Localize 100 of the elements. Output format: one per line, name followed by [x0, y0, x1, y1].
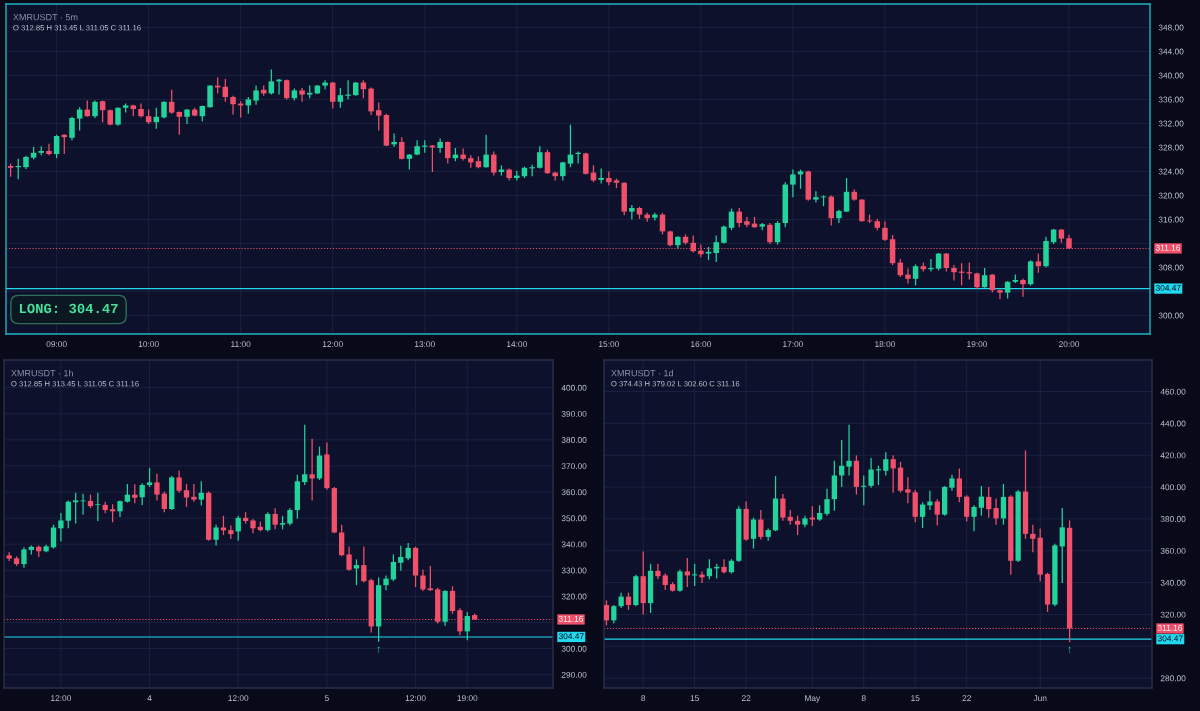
candlestick: [978, 485, 985, 517]
candlestick: [73, 492, 79, 525]
candlestick: [809, 505, 815, 527]
candlestick: [859, 198, 865, 223]
candlestick: [713, 234, 719, 263]
candlestick: [934, 498, 940, 527]
candlestick: [76, 106, 83, 132]
candlestick: [951, 264, 957, 282]
y-tick-label: 330.00: [561, 567, 587, 574]
candlestick: [890, 454, 896, 494]
y-tick-label: 336.00: [1158, 96, 1184, 103]
text: XMRUSDT · 1d: [611, 369, 673, 377]
candlestick: [265, 511, 271, 533]
x-tick-label: 16:00: [691, 341, 711, 348]
annotation: LONG: 304.47: [19, 303, 118, 314]
candlestick: [919, 501, 926, 529]
candlestick: [115, 106, 121, 127]
candlestick: [299, 87, 305, 103]
candlestick: [361, 545, 367, 584]
candlestick: [390, 553, 397, 582]
x-tick-label: 8: [861, 695, 866, 702]
candlestick: [427, 565, 433, 592]
candlestick: [927, 490, 933, 511]
candlestick: [437, 137, 443, 154]
candlestick: [956, 467, 962, 503]
candlestick: [198, 480, 204, 507]
candlestick: [883, 451, 889, 477]
candlestick: [268, 68, 275, 96]
candlestick: [445, 140, 451, 165]
candlestick: [964, 494, 970, 523]
x-tick-label: 12:00: [405, 695, 426, 702]
candlestick: [868, 457, 874, 489]
candlestick: [58, 512, 64, 543]
y-tick-label: 390.00: [561, 410, 587, 417]
candlestick: [1030, 524, 1036, 553]
candlestick: [213, 524, 219, 547]
candlestick: [21, 546, 27, 569]
ref-line-label: 304.47: [1155, 284, 1181, 291]
candlestick: [346, 545, 352, 572]
y-tick-label: 332.00: [1158, 120, 1184, 127]
candlestick: [905, 476, 911, 504]
candlestick: [53, 134, 60, 159]
x-tick-label: May: [805, 695, 821, 703]
candlestick: [176, 469, 182, 494]
y-tick-label: 420.00: [1160, 452, 1186, 459]
candlestick: [95, 492, 101, 522]
y-tick-label: 350.00: [561, 515, 587, 522]
candlestick: [736, 207, 742, 228]
candlestick: [235, 515, 241, 542]
candlestick: [767, 222, 773, 245]
y-tick-label: 320.00: [1158, 192, 1184, 199]
candlestick: [50, 524, 57, 550]
y-tick-label: 300.00: [1158, 312, 1184, 319]
x-tick-label: 15: [690, 695, 699, 702]
ref-line-label: 304.47: [558, 633, 584, 640]
x-tick-label: Jun: [1033, 695, 1047, 702]
candlestick: [846, 424, 852, 477]
candlestick: [176, 110, 183, 136]
candlestick: [69, 116, 75, 141]
candlestick: [993, 497, 999, 526]
candlestick: [309, 438, 315, 502]
candlestick: [337, 87, 344, 109]
candlestick: [758, 509, 764, 541]
y-tick-label: 320.00: [561, 593, 587, 600]
y-tick-label: 380.00: [1160, 516, 1186, 523]
x-tick-label: 8: [641, 695, 646, 702]
candlestick: [464, 611, 470, 641]
y-tick-label: 320.00: [1160, 611, 1186, 618]
x-tick-label: 11:00: [231, 341, 251, 348]
y-tick-label: 344.00: [1158, 48, 1184, 55]
y-tick-label: 380.00: [561, 437, 587, 443]
candlestick: [750, 517, 757, 550]
candlestick: [744, 216, 750, 228]
candlestick: [677, 568, 683, 593]
x-tick-label: 15:00: [599, 341, 619, 348]
y-tick-label: 400.00: [561, 384, 587, 391]
candlestick: [191, 483, 197, 503]
candlestick: [1059, 507, 1065, 584]
candlestick: [65, 499, 71, 529]
y-tick-label: 400.00: [1160, 484, 1186, 491]
candlestick: [790, 168, 796, 198]
candlestick: [780, 493, 786, 522]
candlestick: [391, 132, 397, 148]
candlestick: [302, 424, 308, 486]
x-tick-label: 22: [962, 695, 971, 701]
x-tick-label: 12:00: [228, 695, 249, 702]
x-tick-label: 15: [911, 695, 920, 702]
candlestick: [375, 101, 382, 132]
candlestick: [449, 585, 456, 615]
y-tick-label: 340.00: [1158, 72, 1184, 79]
candlestick: [460, 147, 466, 162]
y-tick-label: 370.00: [561, 463, 587, 470]
candlestick: [721, 558, 727, 575]
candlestick: [843, 177, 850, 213]
y-tick-label: 280.00: [1160, 675, 1186, 682]
candlestick: [230, 95, 236, 116]
candlestick: [971, 504, 977, 532]
y-tick-label: 440.00: [1160, 420, 1186, 427]
y-tick-label: 316.00: [1158, 216, 1184, 223]
candlestick: [1027, 259, 1034, 287]
